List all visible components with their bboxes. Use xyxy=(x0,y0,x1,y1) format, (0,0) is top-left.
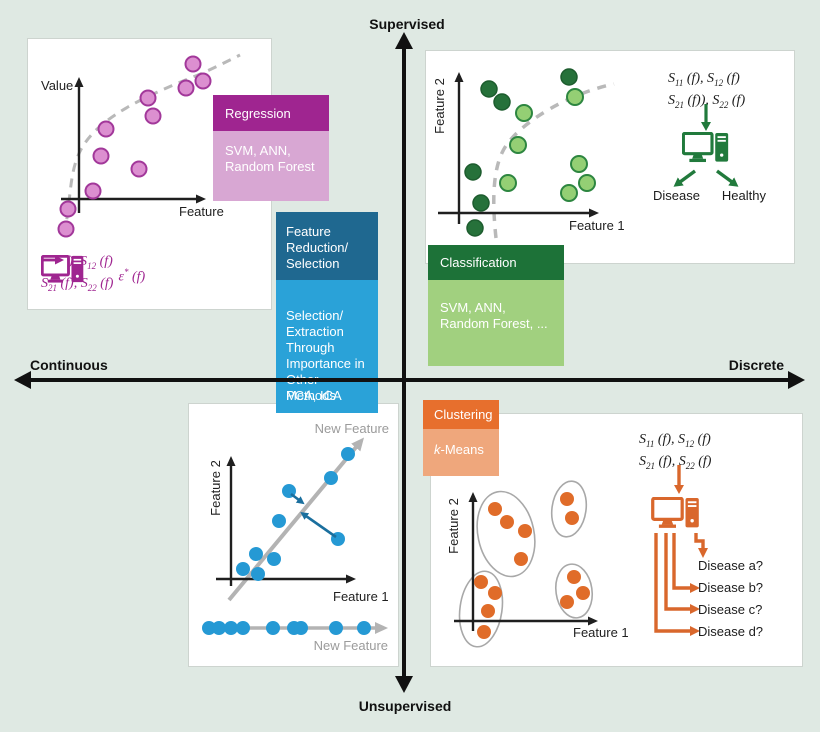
classification-boundary-dashed-curve xyxy=(492,82,615,239)
projection-arrow-1 xyxy=(290,492,305,505)
new-feature-label-top: New Feature xyxy=(315,421,389,436)
clustering-output-d: Disease d? xyxy=(698,624,764,639)
clustering-box: Clustering k-Means xyxy=(423,400,499,476)
feature-reduction-pca-ica: PCA, ICA xyxy=(286,388,342,403)
clustering-xlabel: Feature 1 xyxy=(573,625,629,640)
classification-sparams-line1: S11 (f), S12 (f) xyxy=(668,71,740,88)
clustering-output-arrows xyxy=(654,533,708,636)
arrow-to-disease-a xyxy=(694,533,708,558)
arrow-to-disease-d xyxy=(654,533,700,636)
feature-reduction-box-methods: Selection/ Extraction Through Importance… xyxy=(276,280,378,413)
classification-outputs: Disease Healthy xyxy=(653,188,766,203)
classification-light-class-points xyxy=(499,88,596,202)
projection-arrow-2 xyxy=(300,511,337,539)
clustering-sparams-line1: S11 (f), S12 (f) xyxy=(639,432,711,449)
clustering-data-points xyxy=(474,492,590,639)
classification-box-methods: SVM, ANN, Random Forest, ... xyxy=(428,280,564,366)
k-means-rest: -Means xyxy=(440,442,484,457)
arrow-right-icon xyxy=(42,255,64,265)
k-means-k: k xyxy=(434,442,441,457)
feature-reduction-ylabel: Feature 2 xyxy=(208,460,223,516)
new-feature-strip-points xyxy=(202,621,371,635)
classification-scatter-plot: Feature 2 Feature 1 xyxy=(432,68,625,239)
classification-box-title: Classification xyxy=(428,245,564,280)
axis-label-discrete: Discrete xyxy=(728,357,784,373)
vertical-axis-up-arrowhead xyxy=(395,32,413,49)
regression-output: ε* (f) xyxy=(118,267,146,285)
arrow-down-icon xyxy=(701,104,711,131)
classification-output-disease: Disease xyxy=(653,188,700,203)
classification-sparams: S11 (f), S12 (f) S21 (f)), S22 (f) xyxy=(668,70,745,114)
vertical-axis-line xyxy=(402,46,406,678)
clustering-output-c: Disease c? xyxy=(698,602,763,617)
clustering-output-a: Disease a? xyxy=(698,558,764,573)
classification-box: Classification SVM, ANN, Random Forest, … xyxy=(428,245,564,366)
arrow-down-left-icon xyxy=(673,169,697,187)
arrow-down-icon xyxy=(674,465,684,494)
feature-reduction-panel: New Feature Feature 2 Feature 1 New Feat… xyxy=(188,403,399,667)
arrow-down-right-icon xyxy=(715,169,739,187)
feature-reduction-box: Feature Reduction/ Selection Selection/ … xyxy=(276,212,378,413)
classification-panel: Feature 2 Feature 1 S11 (f), S12 (f) S21… xyxy=(425,50,795,264)
new-feature-projection-line xyxy=(227,437,365,602)
clustering-scatter-plot: Feature 2 Feature 1 xyxy=(446,480,629,648)
axis-label-continuous: Continuous xyxy=(30,357,108,373)
horizontal-axis-right-arrowhead xyxy=(788,371,805,389)
vertical-axis-down-arrowhead xyxy=(395,676,413,693)
arrow-to-disease-c xyxy=(664,533,700,614)
regression-scatter-plot: Value Feature xyxy=(41,53,241,238)
clustering-output-b: Disease b? xyxy=(698,580,764,595)
classification-sparams-line2: S21 (f)), S22 (f) xyxy=(668,92,746,110)
regression-ylabel: Value xyxy=(41,78,73,93)
axis-label-unsupervised: Unsupervised xyxy=(358,698,452,714)
arrow-to-disease-b xyxy=(672,533,700,593)
regression-box-methods: SVM, ANN, Random Forest xyxy=(213,131,329,201)
regression-data-points xyxy=(57,55,212,238)
regression-box: Regression SVM, ANN, Random Forest xyxy=(213,95,329,201)
feature-reduction-data-points xyxy=(236,447,355,581)
feature-reduction-methods-text: Selection/ Extraction Through Importance… xyxy=(286,308,365,403)
classification-output-healthy: Healthy xyxy=(721,188,766,203)
regression-box-title: Regression xyxy=(213,95,329,131)
classification-dark-class-points xyxy=(464,68,578,237)
regression-xlabel: Feature xyxy=(179,204,224,219)
new-feature-label-bottom: New Feature xyxy=(314,638,388,653)
classification-xlabel: Feature 1 xyxy=(569,218,625,233)
computer-icon xyxy=(651,497,699,528)
clustering-ylabel: Feature 2 xyxy=(446,498,461,554)
horizontal-axis-line xyxy=(28,378,790,382)
clustering-box-title: Clustering xyxy=(423,400,499,429)
axis-label-supervised: Supervised xyxy=(369,16,445,32)
cluster-ellipses xyxy=(458,480,594,648)
classification-branch-arrows xyxy=(673,169,739,187)
classification-ylabel: Feature 2 xyxy=(432,78,447,134)
feature-reduction-box-title: Feature Reduction/ Selection xyxy=(276,212,378,280)
feature-reduction-xlabel: Feature 1 xyxy=(333,589,389,604)
computer-icon xyxy=(682,132,729,163)
horizontal-axis-left-arrowhead xyxy=(14,371,31,389)
regression-trend-dashed-curve xyxy=(62,53,241,236)
regression-pipeline: S11 (f), S12 (f) S21 (f), S22 (f) ε* ( xyxy=(41,254,269,295)
feature-reduction-plot: New Feature Feature 2 Feature 1 New Feat… xyxy=(202,421,389,653)
clustering-box-method: k-Means xyxy=(423,429,499,476)
